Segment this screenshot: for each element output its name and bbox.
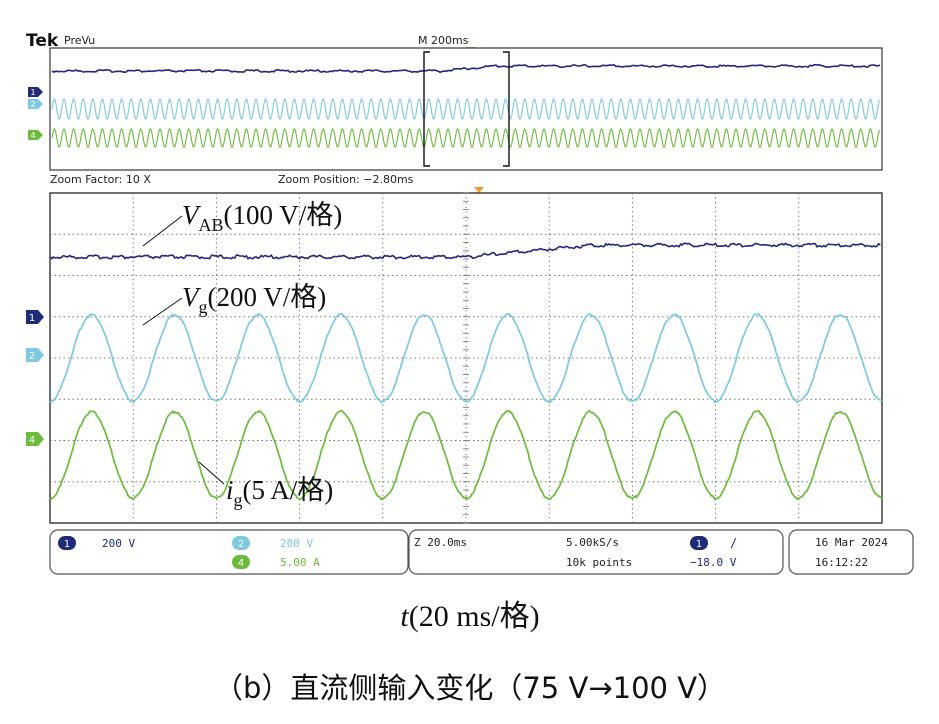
overview-ch1-marker: 1 — [28, 87, 43, 97]
sample-rate-value: 5.00kS/s — [566, 536, 619, 549]
trigger-level-value: −18.0 V — [690, 556, 737, 569]
zoom-region-bracket — [423, 51, 510, 167]
zoom-trigger-marker — [474, 187, 484, 193]
ig-label: ig(5 A/格) — [226, 475, 333, 510]
trigger-channel-number: 1 — [696, 539, 702, 550]
figure-caption: （b）直流侧输入变化（75 V→100 V） — [214, 671, 726, 705]
svg-text:1: 1 — [29, 313, 35, 324]
overview-ch4-marker: 4 — [28, 130, 43, 140]
zoom-position-label: Zoom Position: −2.80ms — [278, 173, 414, 186]
brand-label: Tek — [26, 31, 59, 51]
ch1-badge — [58, 536, 76, 550]
trigger-slope-icon: / — [730, 536, 737, 550]
svg-text:1: 1 — [30, 88, 35, 97]
overview-traces — [51, 63, 881, 148]
ch2-ground-marker: 2 — [26, 348, 44, 362]
svg-text:4: 4 — [30, 131, 35, 140]
vg-label: Vg(200 V/格) — [182, 282, 326, 317]
overview-ig-trace — [51, 128, 880, 148]
record-length-value: 10k points — [566, 556, 632, 569]
overview-vg-trace — [51, 98, 880, 120]
ch4-badge — [232, 555, 250, 569]
vab-trace — [49, 242, 881, 260]
svg-text:2: 2 — [29, 351, 35, 362]
timebase-label: M 200ms — [418, 34, 469, 47]
trigger-channel-badge — [690, 536, 708, 550]
ch4-badge-number: 4 — [238, 558, 244, 569]
vab-leader-line — [142, 215, 183, 247]
vg-leader-line — [142, 297, 183, 326]
zoom-time-value: Z 20.0ms — [414, 536, 467, 549]
mode-label: PreVu — [64, 34, 95, 47]
ch1-ground-marker: 1 — [26, 310, 44, 324]
vab-label: VAB(100 V/格) — [182, 200, 342, 235]
svg-text:4: 4 — [29, 435, 35, 446]
ch1-scale-value: 200 V — [102, 537, 135, 550]
date-value: 16 Mar 2024 — [815, 536, 888, 549]
overview-vab-trace — [51, 63, 881, 74]
ig-trace — [49, 409, 883, 501]
overview-ch2-marker: 2 — [28, 99, 43, 109]
main-traces — [49, 242, 883, 501]
channel-scale-panel — [49, 529, 409, 575]
zoom-factor-label: Zoom Factor: 10 X — [50, 173, 151, 186]
timebase-panel — [408, 529, 784, 575]
datetime-panel — [788, 529, 914, 575]
time-value: 16:12:22 — [815, 556, 868, 569]
ch2-badge — [232, 536, 250, 550]
ch2-scale-value: 200 V — [280, 537, 313, 550]
ig-leader-line — [198, 461, 225, 485]
ch4-ground-marker: 4 — [26, 432, 44, 446]
vg-trace — [49, 312, 883, 404]
ch4-scale-value: 5.00 A — [280, 556, 320, 569]
graticule-grid — [50, 192, 882, 524]
ch1-badge-number: 1 — [64, 539, 70, 550]
ch2-badge-number: 2 — [238, 539, 244, 550]
x-axis-caption: t(20 ms/格) — [400, 600, 539, 633]
svg-text:2: 2 — [30, 100, 35, 109]
